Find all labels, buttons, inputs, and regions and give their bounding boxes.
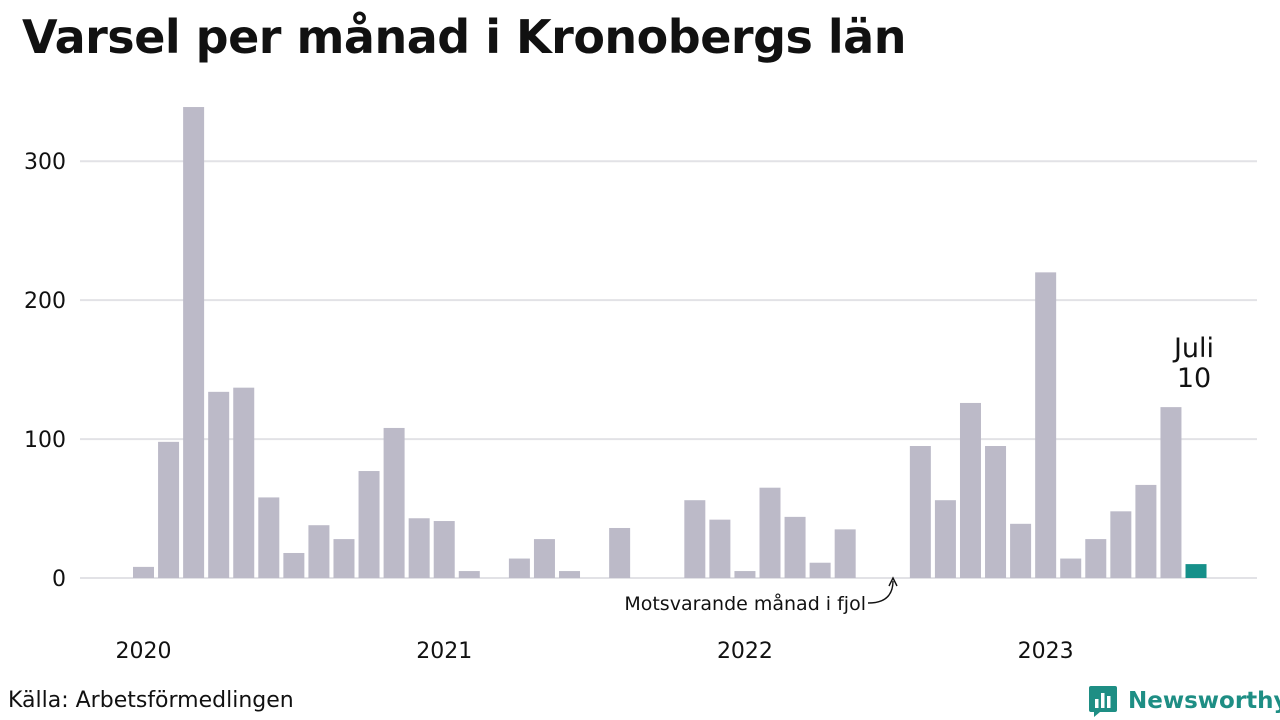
bar-2022-08 [909,446,931,578]
chart-title: Varsel per månad i Kronobergs län [22,10,906,64]
bar-2020-08 [308,525,330,578]
bar-2021-02 [458,571,480,578]
highlight-value-label: 10 [1177,363,1211,394]
bar-2020-05 [233,387,255,578]
newsworthy-logo[interactable]: Newsworthy [1088,684,1280,718]
y-tick-label: 200 [24,289,66,314]
bar-2023-06 [1160,407,1182,578]
bar-2021-11 [684,500,706,578]
y-tick-label: 100 [24,428,66,453]
bar-2021-01 [433,521,455,578]
y-tick-label: 0 [52,567,66,592]
bar-2022-11 [985,446,1007,578]
bar-2023-07 [1185,564,1207,578]
bar-2020-04 [208,391,230,578]
bar-2023-05 [1135,484,1157,578]
y-tick-label: 300 [24,150,66,175]
x-tick-label: 2023 [1018,639,1074,664]
bar-2020-10 [358,471,380,578]
bar-2021-05 [533,539,555,578]
annotation-arrow [867,580,894,604]
bar-2022-03 [784,516,806,578]
bar-2020-03 [183,107,205,579]
bar-2020-01 [133,566,154,578]
bar-2020-06 [258,497,280,578]
bar-2020-09 [333,539,355,578]
bar-2023-02 [1060,558,1082,578]
bar-2021-12 [709,519,731,578]
highlight-month-label: Juli [1172,333,1214,364]
logo-text: Newsworthy [1128,688,1280,714]
bar-2022-09 [934,500,956,578]
bar-2022-04 [809,562,831,578]
bar-2022-05 [834,529,856,578]
bar-2020-11 [383,427,405,578]
bar-2022-12 [1010,523,1032,578]
annotation-arrowhead [888,576,898,587]
previous-year-annotation: Motsvarande månad i fjol [624,592,866,615]
bar-2023-01 [1035,272,1057,578]
bar-2022-01 [734,571,756,578]
bar-2020-02 [158,441,180,578]
bar-2021-08 [609,527,631,578]
bar-2023-04 [1110,511,1132,578]
source-note: Källa: Arbetsförmedlingen [8,688,294,713]
bar-2021-06 [559,571,581,578]
bar-2021-04 [508,558,530,578]
bar-2020-12 [408,518,430,578]
bar-2023-03 [1085,539,1107,578]
x-tick-label: 2021 [416,639,472,664]
bar-2020-07 [283,552,305,578]
bar-2022-02 [759,487,781,578]
bar-2022-10 [959,402,981,578]
x-tick-label: 2022 [717,639,773,664]
newsworthy-logo-icon [1089,686,1117,717]
x-tick-label: 2020 [116,639,172,664]
